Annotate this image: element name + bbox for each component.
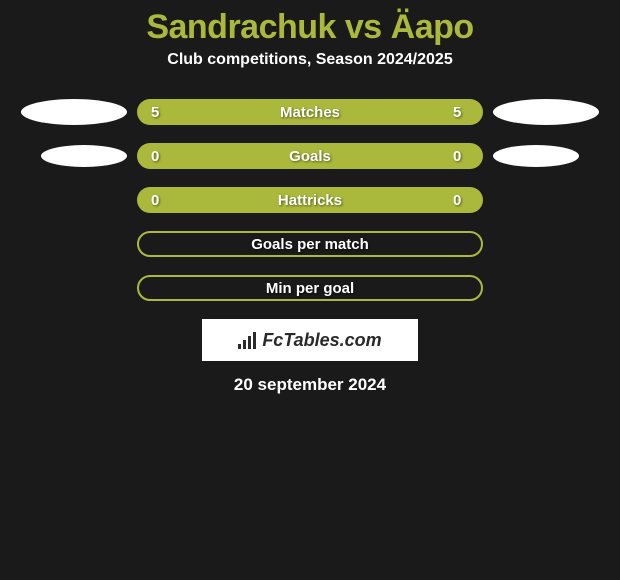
logo-text: FcTables.com bbox=[262, 330, 381, 351]
subtitle: Club competitions, Season 2024/2025 bbox=[0, 51, 620, 69]
stat-right-value: 5 bbox=[453, 104, 469, 121]
stat-row-min-per-goal: Min per goal bbox=[8, 275, 612, 301]
stats-area: 5 Matches 5 0 Goals 0 0 Hattricks 0 bbox=[0, 99, 620, 301]
date-label: 20 september 2024 bbox=[0, 375, 620, 395]
left-player-marker bbox=[41, 145, 127, 167]
stat-right-value: 0 bbox=[453, 192, 469, 209]
stat-left-value: 0 bbox=[151, 192, 167, 209]
right-player-marker bbox=[493, 99, 599, 125]
stat-row-hattricks: 0 Hattricks 0 bbox=[8, 187, 612, 213]
stat-bar-goals-per-match: Goals per match bbox=[137, 231, 483, 257]
bar-chart-icon bbox=[238, 331, 256, 349]
page-title: Sandrachuk vs Äapo bbox=[0, 0, 620, 51]
stat-bar-matches: 5 Matches 5 bbox=[137, 99, 483, 125]
stat-label: Min per goal bbox=[266, 280, 354, 297]
stat-row-matches: 5 Matches 5 bbox=[8, 99, 612, 125]
stat-label: Hattricks bbox=[278, 192, 342, 209]
left-player-marker bbox=[21, 99, 127, 125]
right-player-marker bbox=[493, 145, 579, 167]
stat-bar-hattricks: 0 Hattricks 0 bbox=[137, 187, 483, 213]
stat-bar-min-per-goal: Min per goal bbox=[137, 275, 483, 301]
stat-row-goals-per-match: Goals per match bbox=[8, 231, 612, 257]
stat-right-value: 0 bbox=[453, 148, 469, 165]
comparison-card: Sandrachuk vs Äapo Club competitions, Se… bbox=[0, 0, 620, 395]
stat-left-value: 5 bbox=[151, 104, 167, 121]
stat-left-value: 0 bbox=[151, 148, 167, 165]
stat-row-goals: 0 Goals 0 bbox=[8, 143, 612, 169]
stat-label: Goals bbox=[289, 148, 331, 165]
logo-box[interactable]: FcTables.com bbox=[202, 319, 418, 361]
stat-label: Matches bbox=[280, 104, 340, 121]
stat-label: Goals per match bbox=[251, 236, 369, 253]
stat-bar-goals: 0 Goals 0 bbox=[137, 143, 483, 169]
